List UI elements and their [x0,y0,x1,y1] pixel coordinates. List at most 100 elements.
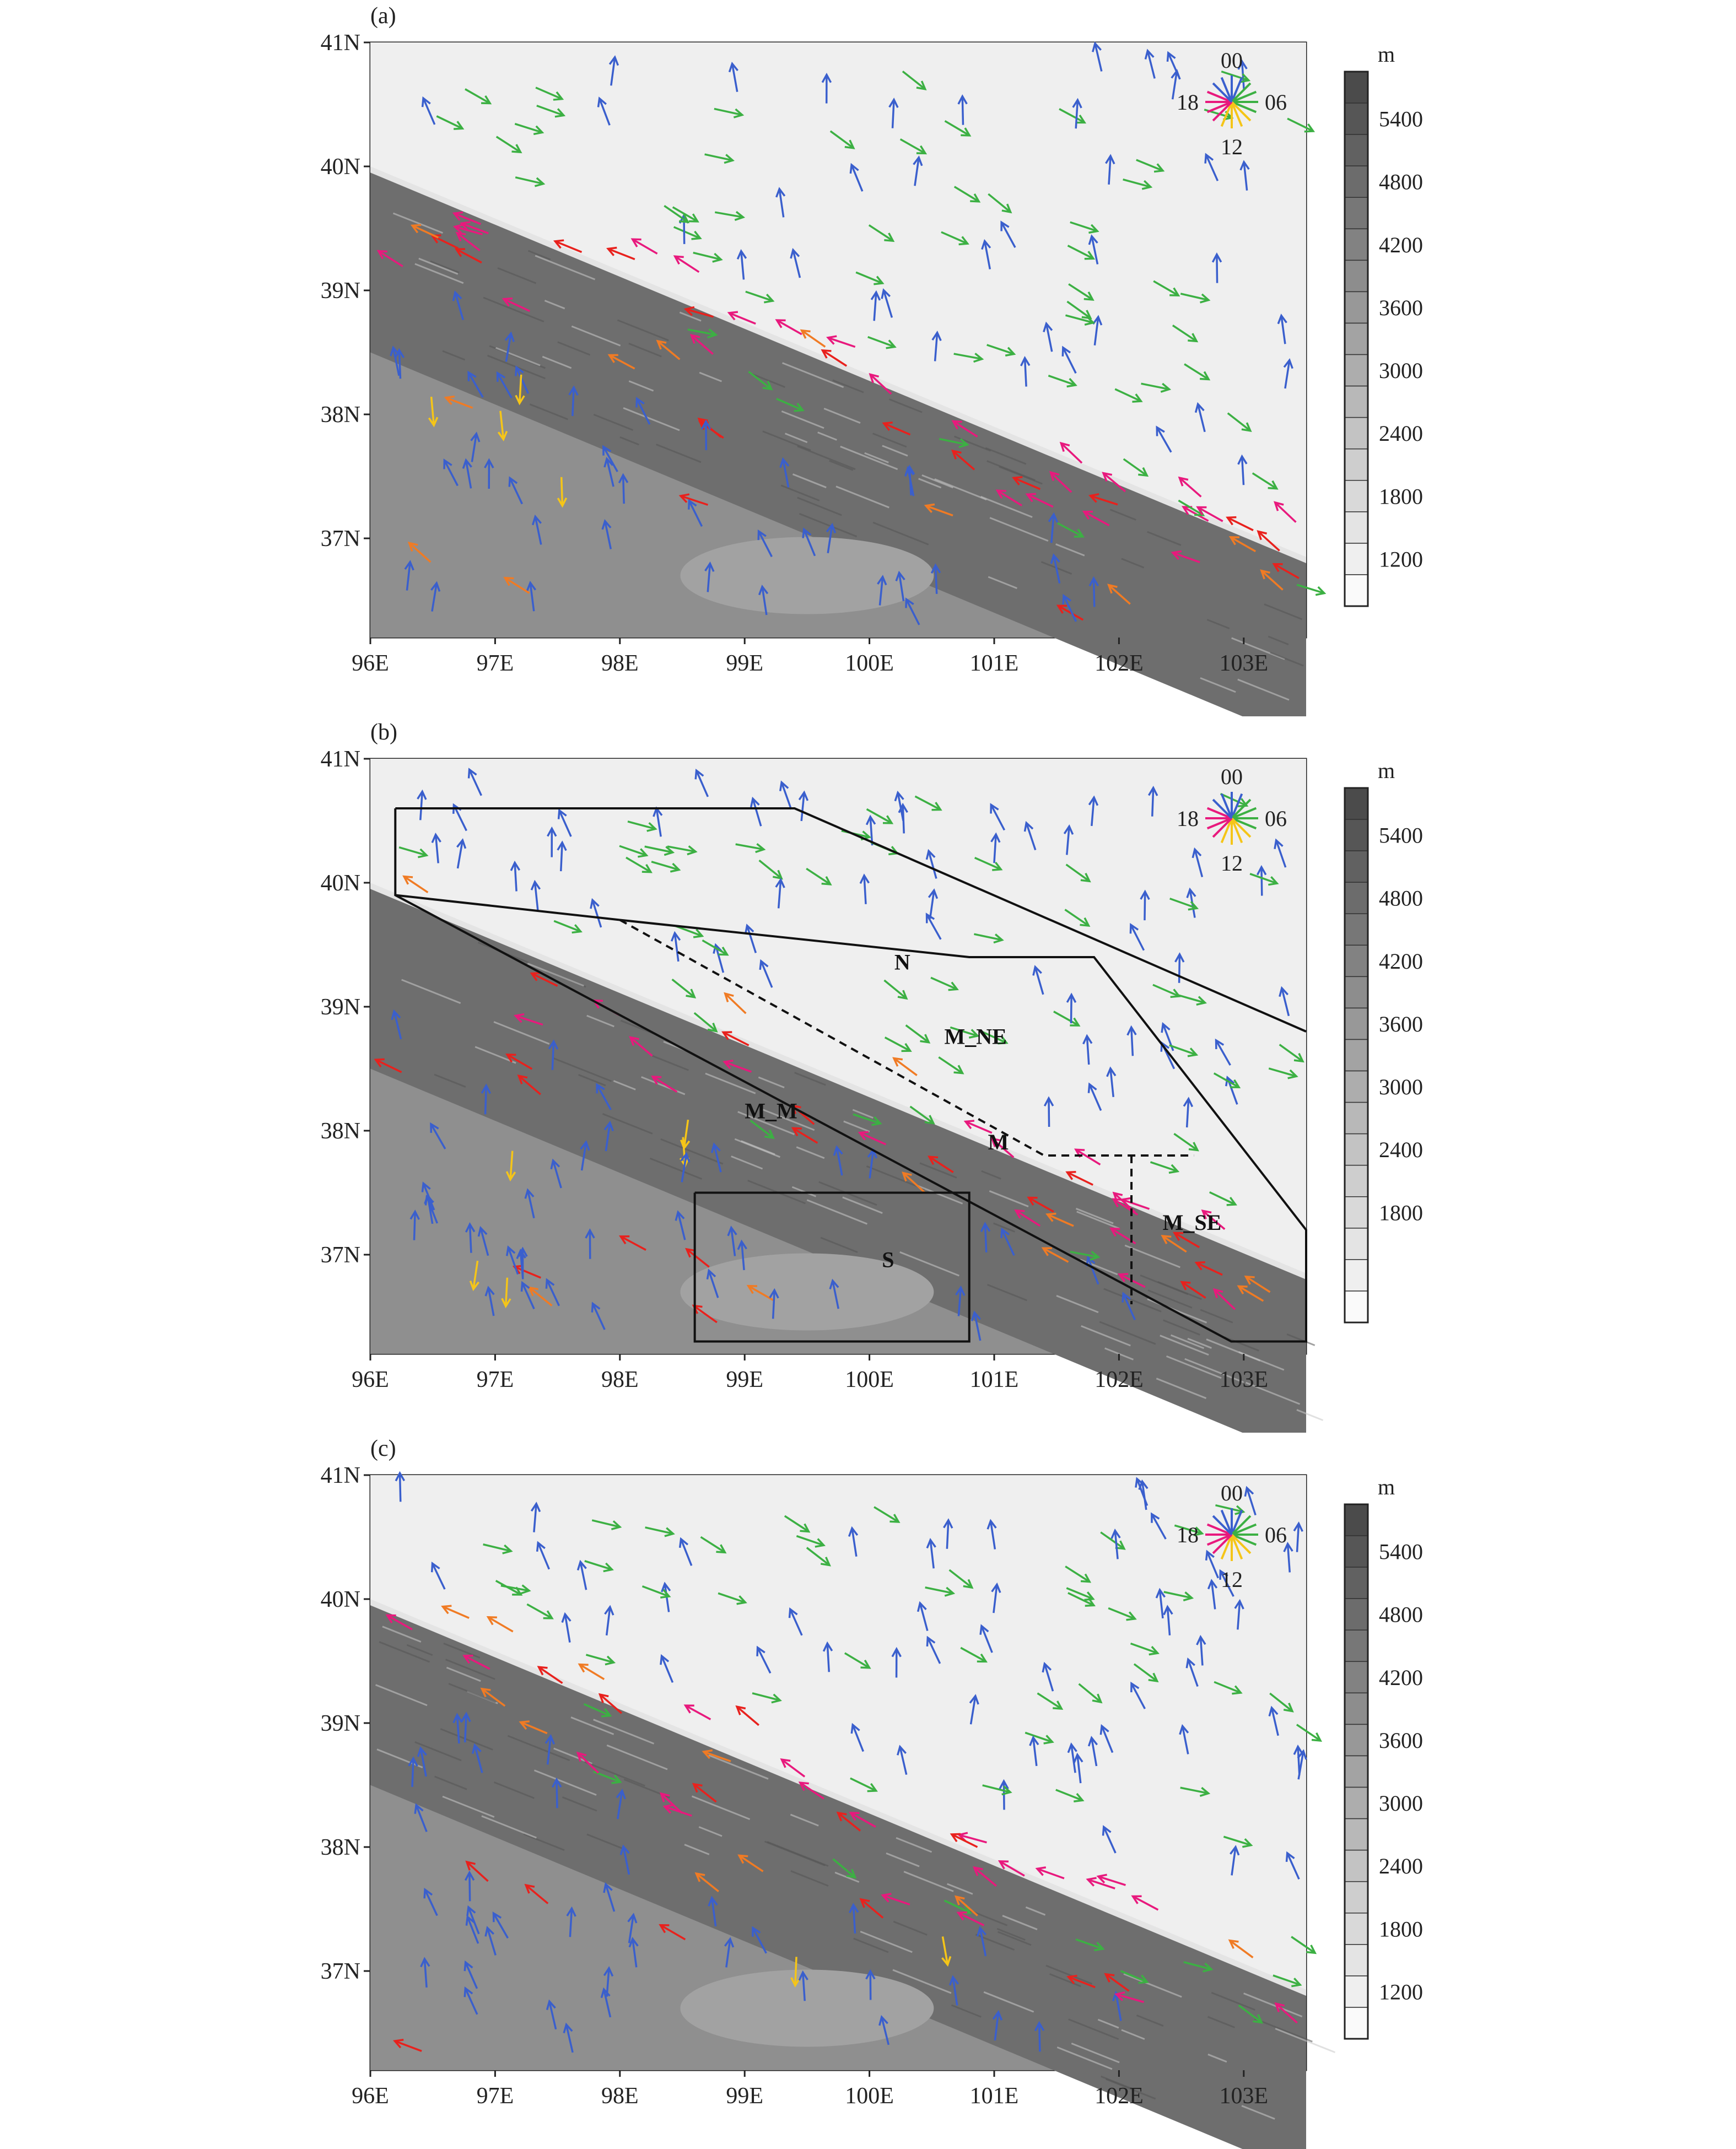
lon-tick-98: 98E [601,1367,639,1392]
lon-tick-103: 103E [1219,1367,1268,1392]
colorbar-bin [1345,72,1368,103]
colorbar-bin [1345,1756,1368,1787]
region-label-n: N [894,950,910,975]
rose-label-00: 00 [1221,48,1243,73]
lat-tick-41: 41N [321,1463,360,1488]
colorbar-bin [1345,480,1368,512]
rose-label-12: 12 [1221,134,1243,159]
colorbar-bin [1345,1103,1368,1134]
colorbar-bin [1345,291,1368,323]
lon-tick-97: 97E [477,651,514,676]
rose-label-00: 00 [1221,764,1243,789]
cbar-label-2400: 2400 [1379,1854,1423,1878]
rose-label-18: 18 [1177,806,1199,831]
lon-tick-101: 101E [970,651,1019,676]
lat-tick-38: 38N [321,402,360,428]
lon-tick-97: 97E [477,1367,514,1392]
lon-tick-100: 100E [845,1367,894,1392]
lon-tick-96: 96E [352,651,389,676]
cbar-label-5400: 5400 [1379,107,1423,132]
colorbar-bin [1345,976,1368,1008]
map-a-svg: (a) 41N 40N 39N 38N 37N 96E 97E 98E 99E … [0,0,1736,716]
colorbar-unit: m [1378,42,1395,67]
terrain-b [370,759,1323,1433]
colorbar-unit: m [1378,1475,1395,1499]
cbar-label-5400: 5400 [1379,823,1423,848]
lat-tick-38: 38N [321,1119,360,1144]
panel-label-b: (b) [370,720,397,745]
basin [680,1254,934,1331]
cbar-label-4800: 4800 [1379,170,1423,195]
lon-tick-96: 96E [352,1367,389,1392]
lon-tick-99: 99E [726,1367,763,1392]
terrain-a [370,42,1306,716]
colorbar-bin [1345,819,1368,851]
colorbar-bin [1345,1788,1368,1819]
lat-tick-39: 39N [321,278,360,304]
lat-tick-38: 38N [321,1835,360,1860]
cbar-label-3000: 3000 [1379,1074,1423,1099]
colorbar-bin [1345,2007,1368,2039]
lat-tick-39: 39N [321,1711,360,1736]
cbar-label-3000: 3000 [1379,1791,1423,1816]
colorbar-bin [1345,1661,1368,1693]
cbar-label-4200: 4200 [1379,949,1423,974]
lon-tick-101: 101E [970,1367,1019,1392]
lat-tick-39: 39N [321,995,360,1020]
colorbar-unit: m [1378,758,1395,783]
map-b-svg: (b) N M_NE M_M M M_SE S 41N 40N 39N 38N … [0,716,1736,1433]
colorbar-bin [1345,1599,1368,1630]
colorbar-bin [1345,1536,1368,1567]
colorbar-bin [1345,134,1368,166]
colorbar-b: m 5400 4800 4200 3600 3000 2400 1800 [1345,758,1423,1322]
rose-label-06: 06 [1265,806,1287,831]
lon-tick-99: 99E [726,2083,763,2109]
colorbar-bin [1345,1976,1368,2007]
lon-tick-103: 103E [1219,651,1268,676]
basin [680,537,934,614]
colorbar-c: m 5400 4800 4200 3600 3000 2400 1800 120… [1345,1475,1423,2039]
rose-label-06: 06 [1265,90,1287,115]
lat-tick-37: 37N [321,1243,360,1268]
panel-a: (a) 41N 40N 39N 38N 37N 96E 97E 98E 99E … [0,0,1736,716]
colorbar-bin [1345,1197,1368,1228]
colorbar-bin [1345,1819,1368,1850]
colorbar-bin [1345,355,1368,386]
panel-label-a: (a) [370,3,396,29]
colorbar-bin [1345,323,1368,354]
cbar-label-2400: 2400 [1379,421,1423,446]
colorbar-bin [1345,1039,1368,1071]
cbar-label-1800: 1800 [1379,1916,1423,1941]
colorbar-bin [1345,1228,1368,1260]
colorbar-bin [1345,1008,1368,1039]
lon-tick-98: 98E [601,651,639,676]
panel-label-c: (c) [370,1436,396,1461]
lon-tick-96: 96E [352,2083,389,2109]
lat-tick-40: 40N [321,871,360,896]
lon-tick-101: 101E [970,2083,1019,2109]
cbar-label-1200: 1200 [1379,1979,1423,2004]
colorbar-bin [1345,1260,1368,1291]
colorbar-bin [1345,1291,1368,1322]
colorbar-bin [1345,1071,1368,1103]
lon-tick-102: 102E [1095,651,1144,676]
rose-label-06: 06 [1265,1522,1287,1547]
colorbar-bin [1345,788,1368,819]
colorbar-bin [1345,543,1368,575]
cbar-label-2400: 2400 [1379,1137,1423,1162]
colorbar-bin [1345,945,1368,976]
lon-tick-100: 100E [845,651,894,676]
colorbar-bin [1345,1882,1368,1913]
rose-label-12: 12 [1221,1567,1243,1592]
colorbar-bin [1345,103,1368,134]
rose-label-18: 18 [1177,90,1199,115]
colorbar-bin [1345,1134,1368,1165]
lon-tick-102: 102E [1095,2083,1144,2109]
colorbar-bin [1345,1504,1368,1536]
basin [680,1970,934,2047]
colorbar-bin [1345,449,1368,480]
rose-label-18: 18 [1177,1522,1199,1547]
colorbar-bin [1345,1724,1368,1756]
cbar-label-1800: 1800 [1379,1200,1423,1225]
colorbar-bin [1345,914,1368,945]
